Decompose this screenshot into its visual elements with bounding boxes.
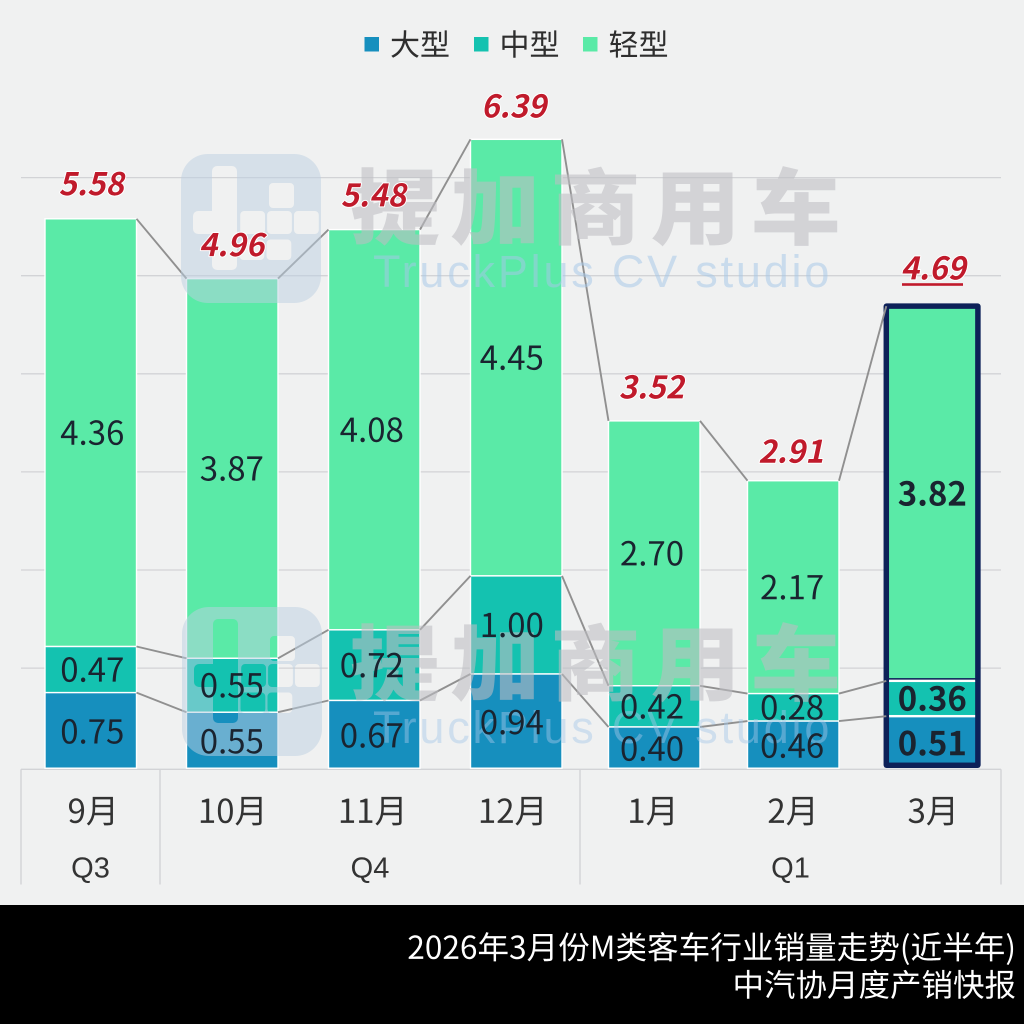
svg-text:Q1: Q1 <box>771 852 810 884</box>
svg-text:TruckPlus CV studio: TruckPlus CV studio <box>373 246 832 297</box>
svg-text:TruckPlus CV studio: TruckPlus CV studio <box>373 702 832 753</box>
svg-text:Q3: Q3 <box>71 852 110 884</box>
svg-text:Q4: Q4 <box>351 852 390 884</box>
